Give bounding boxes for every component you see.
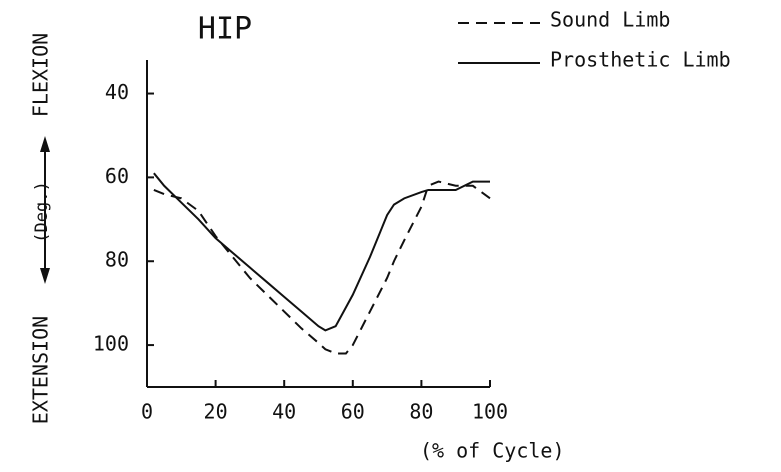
legend-label: Prosthetic Limb xyxy=(550,48,731,72)
chart-title: HIP xyxy=(198,12,252,47)
arrow-head xyxy=(40,268,50,284)
x-tick-label: 20 xyxy=(204,400,228,424)
x-axis-label: (% of Cycle) xyxy=(420,439,565,463)
y-annotation: FLEXION xyxy=(29,33,53,117)
legend-label: Sound Limb xyxy=(550,8,670,32)
arrow-head xyxy=(40,136,50,152)
x-tick-label: 60 xyxy=(341,400,365,424)
x-tick-label: 0 xyxy=(141,400,153,424)
x-tick-label: 80 xyxy=(409,400,433,424)
y-tick-label: 80 xyxy=(105,248,129,272)
y-tick-label: 40 xyxy=(105,80,129,104)
y-tick-label: 60 xyxy=(105,164,129,188)
x-tick-label: 40 xyxy=(272,400,296,424)
series-line xyxy=(153,180,491,355)
y-tick-label: 100 xyxy=(93,332,129,356)
y-annotation: (Deg.) xyxy=(32,181,52,242)
x-tick-label: 100 xyxy=(472,400,508,424)
series-line xyxy=(153,172,490,332)
y-annotation: EXTENSION xyxy=(29,316,53,424)
